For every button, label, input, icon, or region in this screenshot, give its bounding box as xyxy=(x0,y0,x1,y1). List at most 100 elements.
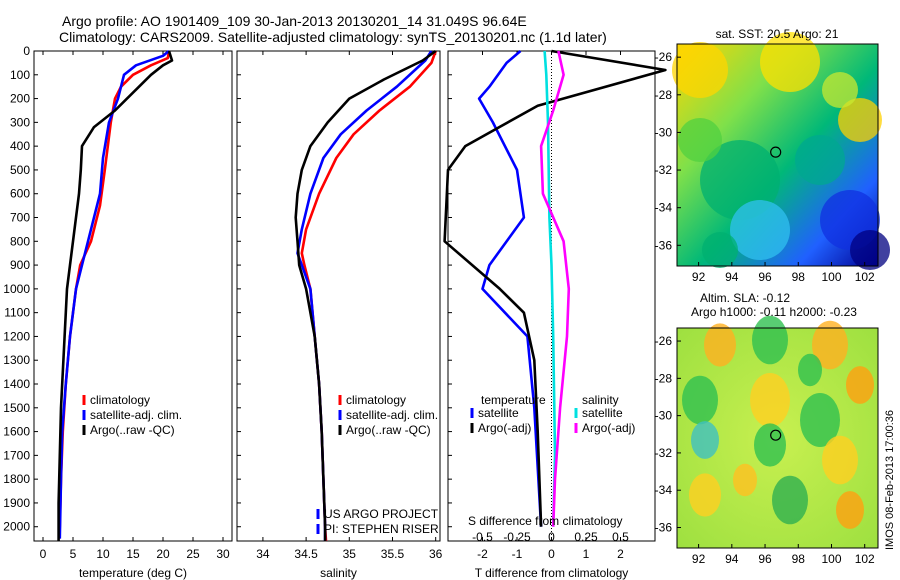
map-x-tick-label: 98 xyxy=(792,270,806,284)
panel-frame-temperature xyxy=(33,50,233,542)
y-tick-label: 400 xyxy=(10,139,30,153)
x-axis-label: temperature (deg C) xyxy=(79,566,187,580)
x-tick-label: 36 xyxy=(429,547,443,561)
sst-patch xyxy=(822,72,858,108)
y-tick-label: 1500 xyxy=(3,401,30,415)
map-sla: -26 -28 -30 -32 -34 -36 92 94 96 98 100 102 Altim. S… xyxy=(655,291,879,566)
sst-map-title: sat. SST: 20.5 Argo: 21 xyxy=(716,27,839,41)
sla-patch xyxy=(822,435,858,485)
map-x-tick-label: 100 xyxy=(821,270,841,284)
sla-patch xyxy=(772,475,808,525)
credit-text: PI: STEPHEN RISER xyxy=(324,522,439,536)
legend-label: Argo(..raw -QC) xyxy=(90,423,175,437)
map-frame xyxy=(676,43,879,267)
map-frame xyxy=(676,327,879,549)
sla-patch xyxy=(733,463,757,497)
map-x-tick-label: 100 xyxy=(821,552,841,566)
timestamp-stamp: IMOS 08-Feb-2013 17:00:36 xyxy=(884,410,896,550)
panel-temperature: 0100200300400500600700800900100011001200… xyxy=(3,44,233,580)
sst-patch xyxy=(850,230,890,270)
x-axis-label: salinity xyxy=(320,566,357,580)
y-tick-label: 1000 xyxy=(3,282,30,296)
y-tick-label: 700 xyxy=(10,211,30,225)
x-tick-label: 1 xyxy=(583,547,590,561)
map-y-tick-label: -36 xyxy=(655,238,673,252)
legend-header-salinity: salinity xyxy=(582,393,619,407)
map-x-tick-label: 102 xyxy=(855,552,875,566)
series-line-s-argo-adj- xyxy=(539,50,571,527)
sla-map-title-line1: Altim. SLA: -0.12 xyxy=(700,291,790,305)
map-y-tick-label: -32 xyxy=(655,163,673,177)
series-line-t-satellite xyxy=(477,50,543,527)
y-tick-label: 2000 xyxy=(3,520,30,534)
panel-frame-salinity xyxy=(236,50,441,542)
x-tick-label: 0 xyxy=(40,547,47,561)
map-y-tick-label: -28 xyxy=(655,88,673,102)
legend-label: Argo(-adj) xyxy=(582,421,635,435)
y-tick-label: 300 xyxy=(10,115,30,129)
secondary-tick-label: -0.25 xyxy=(503,530,531,544)
argo-position-marker xyxy=(770,429,782,441)
sla-patch xyxy=(752,315,788,365)
legend-label: satellite xyxy=(478,406,519,420)
sla-patch xyxy=(812,320,848,370)
y-tick-label: 1300 xyxy=(3,353,30,367)
y-tick-label: 1900 xyxy=(3,496,30,510)
series-line-t-argo-adj- xyxy=(443,49,667,527)
series-line-argo-raw-qc- xyxy=(57,50,174,541)
sla-patch xyxy=(798,353,822,387)
y-tick-label: 1800 xyxy=(3,472,30,486)
y-tick-label: 0 xyxy=(23,44,30,58)
x-tick-label: -1 xyxy=(512,547,523,561)
map-y-tick-label: -30 xyxy=(655,409,673,423)
x-tick-label: 0 xyxy=(548,547,555,561)
secondary-tick-label: 0.5 xyxy=(612,530,629,544)
y-tick-label: 1700 xyxy=(3,448,30,462)
legend-label: satellite-adj. clim. xyxy=(346,408,438,422)
x-tick-label: 35.5 xyxy=(381,547,405,561)
secondary-axis-title: S difference from climatology xyxy=(468,514,623,528)
sst-patch xyxy=(795,135,845,185)
figure-title-line1: Argo profile: AO 1901409_109 30-Jan-2013… xyxy=(62,13,527,29)
x-tick-label: 25 xyxy=(186,547,200,561)
legend-label: satellite-adj. clim. xyxy=(90,408,182,422)
legend-header-temperature: temperature xyxy=(481,393,546,407)
map-y-tick-label: -26 xyxy=(655,334,673,348)
argo-position-marker xyxy=(770,146,782,158)
sst-patch xyxy=(702,232,738,268)
secondary-tick-label: -0.5 xyxy=(472,530,493,544)
sst-patch xyxy=(730,200,790,260)
series-line-satellite-adj-clim- xyxy=(58,49,170,539)
map-y-tick-label: -26 xyxy=(655,50,673,64)
credit-text: US ARGO PROJECT xyxy=(324,507,439,521)
x-tick-label: 15 xyxy=(126,547,140,561)
map-y-tick-label: -34 xyxy=(655,201,673,215)
sla-patch xyxy=(800,393,840,447)
y-tick-label: 900 xyxy=(10,258,30,272)
x-tick-label: 2 xyxy=(617,547,624,561)
x-tick-label: -2 xyxy=(477,547,488,561)
map-x-tick-label: 102 xyxy=(855,270,875,284)
secondary-tick-label: 0.25 xyxy=(574,530,598,544)
legend-label: satellite xyxy=(582,406,623,420)
series-line-s-satellite xyxy=(543,50,557,527)
map-y-tick-label: -32 xyxy=(655,446,673,460)
sst-patch xyxy=(678,118,722,162)
x-axis-label: T difference from climatology xyxy=(475,566,629,580)
sla-patch xyxy=(750,373,790,427)
map-x-tick-label: 94 xyxy=(725,552,739,566)
y-tick-label: 800 xyxy=(10,234,30,248)
legend-label: climatology xyxy=(90,393,150,407)
map-x-tick-label: 96 xyxy=(758,552,772,566)
y-tick-label: 600 xyxy=(10,187,30,201)
y-tick-label: 100 xyxy=(10,68,30,82)
x-tick-label: 5 xyxy=(70,547,77,561)
x-tick-label: 35 xyxy=(343,547,357,561)
sla-patch xyxy=(754,423,786,467)
y-tick-label: 1600 xyxy=(3,425,30,439)
map-y-tick-label: -34 xyxy=(655,483,673,497)
sla-patch xyxy=(846,366,874,404)
sla-patch xyxy=(691,421,719,459)
x-tick-label: 34 xyxy=(256,547,270,561)
